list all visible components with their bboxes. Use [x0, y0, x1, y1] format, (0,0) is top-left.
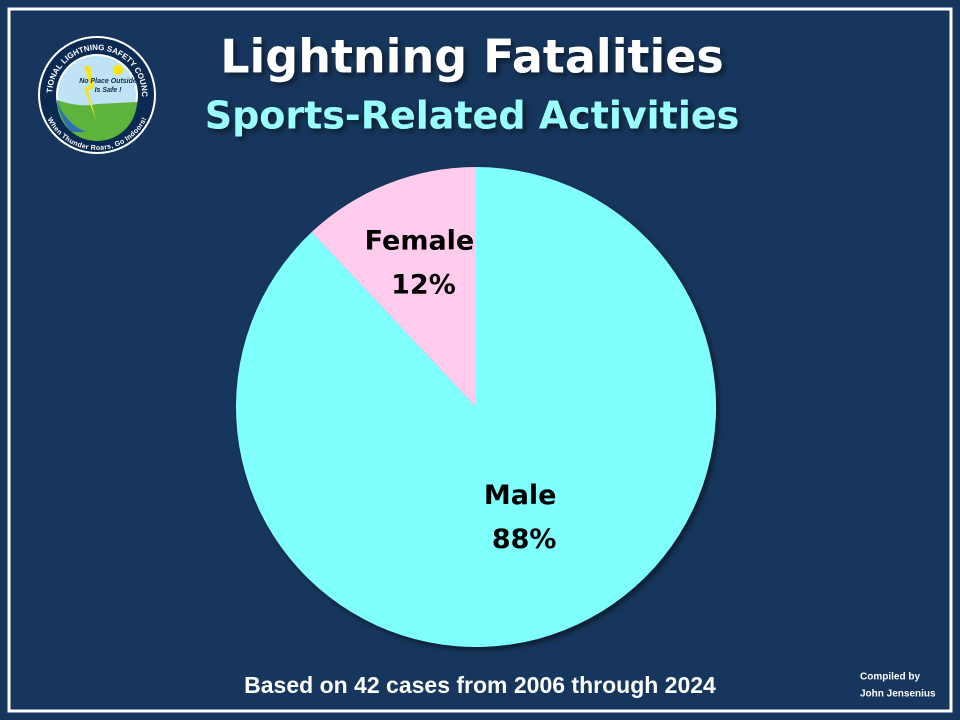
chart-subtitle: Sports-Related Activities — [205, 94, 740, 138]
pie-slice — [311, 167, 476, 407]
chart-title: Lightning Fatalities — [220, 30, 724, 84]
frame — [7, 7, 953, 713]
logo-water — [57, 100, 86, 132]
slice-value: 12% — [391, 270, 456, 301]
slice-value: 88% — [492, 524, 557, 555]
logo-sun — [113, 65, 123, 75]
slice-label: Male — [484, 480, 557, 511]
credit: John Jensenius — [860, 689, 936, 700]
slice-label: Female — [365, 226, 475, 257]
credit: Compiled by — [860, 672, 920, 683]
pie — [236, 167, 716, 647]
pie-labels: Male 88% Female 12% — [365, 226, 557, 555]
footnote: Based on 42 cases from 2006 through 2024 — [244, 672, 716, 698]
logo-motto: Is Safe ! — [95, 87, 123, 94]
logo-motto: No Place Outside — [79, 78, 137, 85]
logo-bolt — [84, 66, 96, 120]
